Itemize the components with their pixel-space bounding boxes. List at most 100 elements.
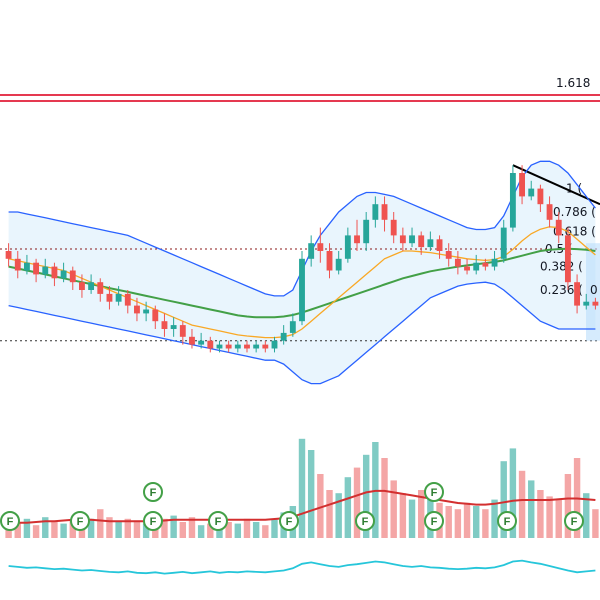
candle-body	[509, 173, 516, 228]
event-marker-label: F	[150, 487, 157, 499]
event-marker[interactable]: F	[143, 511, 163, 531]
candle-body	[170, 325, 177, 329]
candle-body	[564, 235, 571, 283]
bollinger-lower-line	[8, 281, 596, 385]
candle-body	[106, 293, 113, 302]
volume-bar	[344, 477, 352, 538]
event-marker[interactable]: F	[497, 511, 517, 531]
candle-body	[280, 332, 287, 341]
event-marker[interactable]: F	[70, 511, 90, 531]
fib-partial-label: 0	[590, 283, 598, 297]
fib-label-0382: 0.382 (	[540, 260, 583, 274]
volume-bar	[463, 502, 471, 538]
volume-bar	[170, 515, 177, 538]
volume-bar	[592, 509, 599, 538]
candle-body	[5, 251, 12, 259]
volume-bar	[473, 506, 480, 538]
volume-bar	[97, 509, 104, 538]
event-marker-circle	[355, 511, 375, 531]
candle-body	[454, 258, 461, 267]
candle-body	[409, 235, 415, 244]
candle-body	[115, 293, 122, 302]
volume-bar	[188, 517, 196, 538]
candle-body	[33, 262, 40, 275]
trend-line	[512, 164, 600, 206]
volume-bar	[445, 506, 452, 538]
event-marker[interactable]: F	[208, 511, 228, 531]
volume-bar	[42, 517, 49, 538]
event-marker[interactable]: F	[0, 511, 20, 531]
volume-bar	[133, 520, 141, 538]
event-marker-circle	[0, 511, 20, 531]
volume-bar	[234, 523, 242, 538]
volume-bar	[454, 509, 462, 538]
fib-zone-box	[586, 243, 600, 341]
volume-bar	[417, 490, 425, 538]
event-marker[interactable]: F	[424, 482, 444, 502]
volume-bar	[546, 496, 553, 538]
candle-body	[464, 266, 470, 271]
volume-bar	[362, 454, 370, 538]
candle-body	[216, 344, 223, 349]
candle-body	[42, 266, 49, 275]
candle-body	[354, 235, 360, 244]
event-marker-label: F	[215, 516, 222, 528]
candle-body	[317, 243, 324, 251]
candle-body	[289, 321, 296, 333]
candle-body	[491, 258, 498, 267]
candlesticks[interactable]	[5, 165, 599, 353]
event-marker-circle	[564, 511, 584, 531]
volume-bar	[142, 523, 150, 538]
candle-body	[79, 282, 85, 290]
event-marker-label: F	[7, 516, 14, 528]
event-marker-circle	[143, 482, 163, 502]
fib-label-0618: 0.618 (	[553, 225, 596, 239]
event-markers[interactable]: F F F F F F F F F F F	[0, 482, 584, 531]
candle-body	[69, 270, 76, 283]
volume-bar	[197, 525, 205, 538]
volume-bar	[252, 522, 260, 538]
volume-bar	[225, 522, 232, 538]
candle-body	[262, 344, 269, 349]
candle-body	[51, 266, 58, 279]
candle-body	[418, 235, 425, 248]
candle-body	[326, 251, 333, 271]
candle-body	[574, 282, 581, 306]
volume-bar	[106, 517, 113, 538]
event-marker[interactable]: F	[355, 511, 375, 531]
candle-body	[482, 262, 489, 267]
event-marker-label: F	[504, 516, 511, 528]
event-marker[interactable]: F	[279, 511, 299, 531]
volume-bar	[555, 499, 562, 538]
event-marker-circle	[497, 511, 517, 531]
candle-body	[271, 340, 278, 349]
candle-body	[473, 262, 480, 271]
volume-bars	[5, 438, 599, 538]
volume-bar	[307, 450, 315, 538]
candle-body	[519, 173, 525, 197]
candle-body	[399, 235, 406, 244]
candle-body	[372, 204, 379, 220]
candle-body	[299, 258, 305, 322]
event-marker[interactable]: F	[143, 482, 163, 502]
candle-body	[88, 282, 95, 290]
event-marker-circle	[424, 482, 444, 502]
event-marker[interactable]: F	[564, 511, 584, 531]
candle-body	[390, 219, 397, 236]
event-marker[interactable]: F	[424, 511, 444, 531]
oscillator-panel	[8, 559, 596, 575]
volume-bar	[537, 490, 544, 538]
candle-body	[546, 204, 553, 220]
volume-bar	[528, 480, 535, 538]
event-marker-label: F	[431, 516, 438, 528]
volume-bar	[262, 525, 269, 538]
volume-bar	[14, 523, 21, 538]
volume-bar	[271, 518, 278, 538]
candle-body	[207, 340, 214, 349]
event-marker-label: F	[362, 516, 369, 528]
volume-bar	[87, 518, 95, 538]
candle-body	[445, 251, 452, 259]
candle-body	[427, 239, 434, 248]
candle-body	[189, 336, 195, 345]
